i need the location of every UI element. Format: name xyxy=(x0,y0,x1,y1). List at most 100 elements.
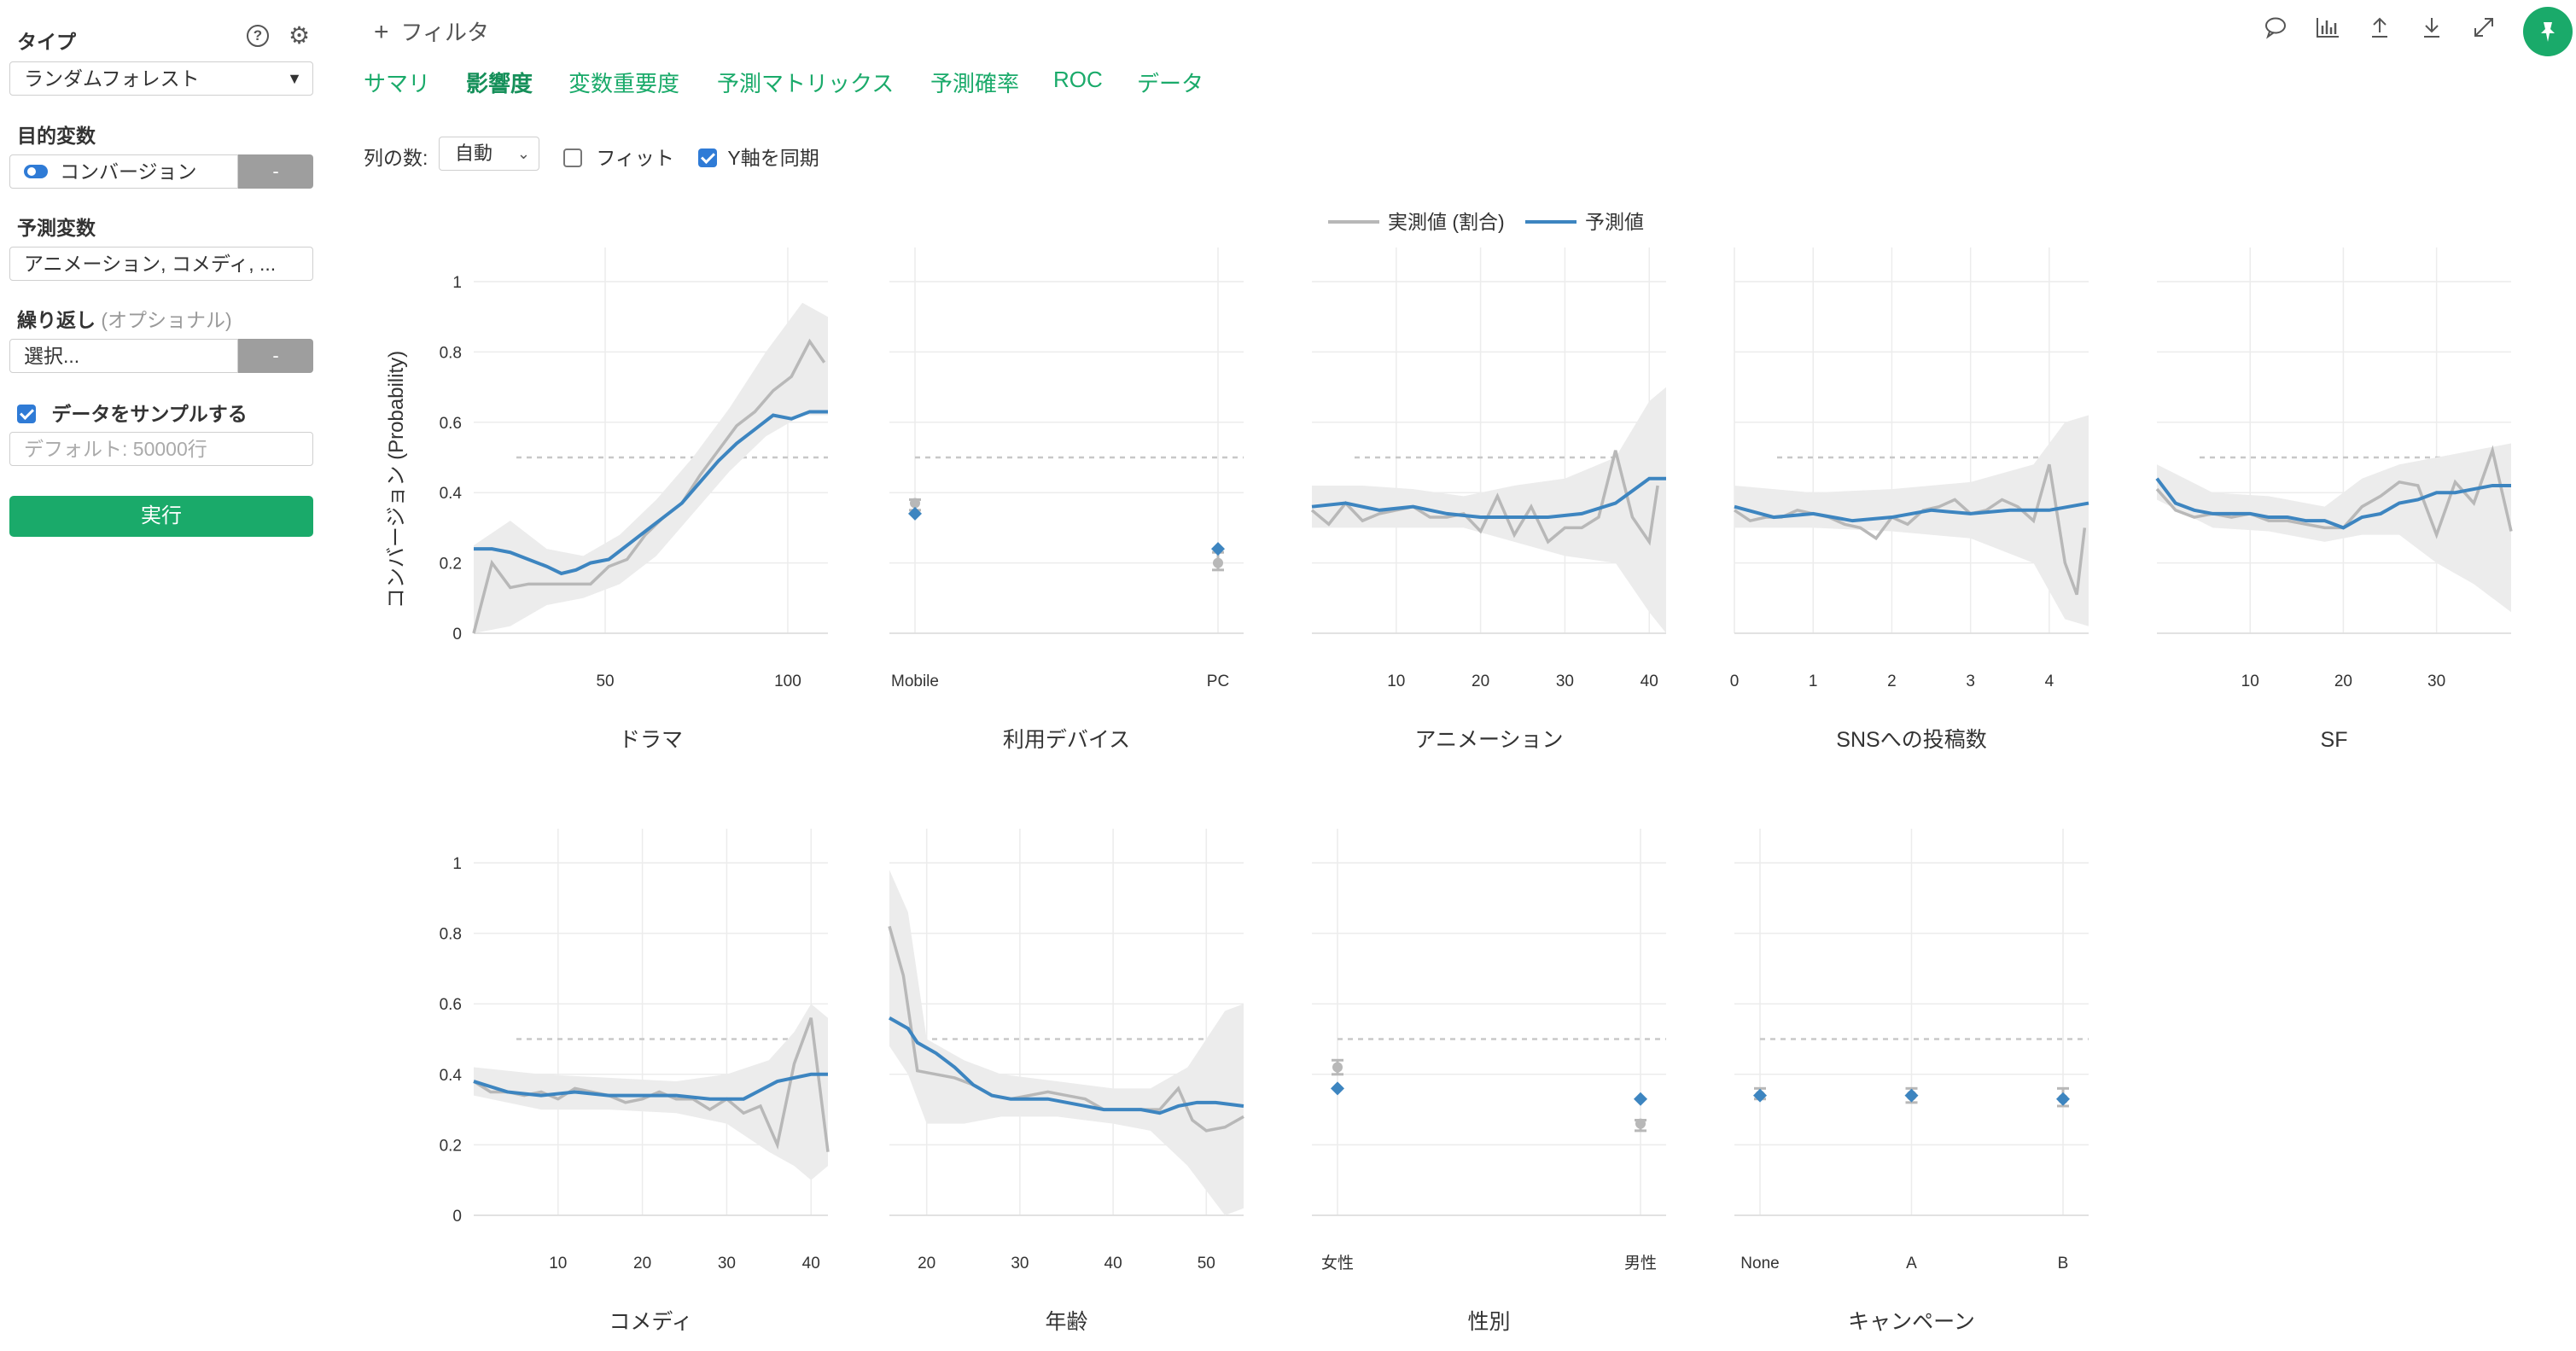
y-tick-label: 1 xyxy=(452,855,462,873)
x-tick-label: 2 xyxy=(1887,673,1897,690)
x-tick-label: 20 xyxy=(1472,673,1489,690)
facet-panel: 20 30 40 50 年齢 xyxy=(888,829,1244,1334)
x-tick-label: PC xyxy=(1207,673,1229,690)
gear-icon[interactable]: ⚙ xyxy=(288,22,311,49)
y-tick-label: 0 xyxy=(452,626,462,643)
x-tick-label: 50 xyxy=(596,673,614,690)
sync-y-checkbox[interactable] xyxy=(698,148,717,167)
x-tick-label: 4 xyxy=(2045,673,2054,690)
plus-icon: + xyxy=(374,18,389,46)
help-icon[interactable]: ? xyxy=(247,25,269,47)
facet-title: キャンペーン xyxy=(1848,1310,1975,1334)
x-tick-label: 0 xyxy=(1730,673,1740,690)
facet-panel: 0 1 2 3 4 SNSへの投稿数 xyxy=(1730,247,2089,752)
facet-panel: None A B キャンペーン xyxy=(1734,829,2089,1334)
y-tick-label: 1 xyxy=(452,274,462,292)
toggle-icon[interactable] xyxy=(24,164,48,178)
x-tick-label: 20 xyxy=(633,1255,651,1272)
x-tick-label: 30 xyxy=(718,1255,736,1272)
repeat-label: 繰り返し (オプショナル) xyxy=(17,304,232,333)
target-value-box[interactable]: コンバージョン xyxy=(9,154,238,189)
target-label: 目的変数 xyxy=(17,125,96,147)
fit-option[interactable]: フィット xyxy=(563,142,674,171)
x-tick-label: 30 xyxy=(1011,1255,1029,1272)
x-tick-label: Mobile xyxy=(891,673,939,690)
facet-title: コメディ xyxy=(609,1310,692,1334)
sample-row[interactable]: データをサンプルする xyxy=(17,398,248,427)
actual-line xyxy=(888,925,1244,1133)
chevron-down-icon: ⌄ xyxy=(516,145,530,162)
tab-prediction-matrix[interactable]: 予測マトリックス xyxy=(717,71,895,96)
tab-data[interactable]: データ xyxy=(1137,71,1204,96)
predicted-line xyxy=(2155,477,2511,530)
download-icon[interactable] xyxy=(2421,15,2443,45)
y-tick-label: 0 xyxy=(452,1208,462,1226)
facet-title: SF xyxy=(2321,728,2348,752)
columns-select[interactable]: 自動 ⌄ xyxy=(439,137,539,171)
x-tick-label: 20 xyxy=(2334,673,2352,690)
filter-label: フィルタ xyxy=(400,20,490,45)
repeat-optional-text: (オプショナル) xyxy=(101,309,232,331)
predicted-point xyxy=(1904,1088,1919,1103)
tab-variable-importance[interactable]: 変数重要度 xyxy=(568,71,680,96)
repeat-label-text: 繰り返し xyxy=(17,309,96,331)
facet-title: 利用デバイス xyxy=(1003,728,1130,752)
x-tick-label: 3 xyxy=(1966,673,1975,690)
predictors-label: 予測変数 xyxy=(17,217,96,239)
predicted-line xyxy=(474,410,828,576)
x-tick-label: 10 xyxy=(2241,673,2259,690)
confidence-band xyxy=(474,1004,828,1180)
pin-icon[interactable] xyxy=(2523,7,2573,56)
add-filter-button[interactable]: + フィルタ xyxy=(374,15,489,47)
fit-checkbox[interactable] xyxy=(563,148,582,167)
x-tick-label: 50 xyxy=(1198,1255,1215,1272)
sidebar: タイプ ? ⚙ ランダムフォレスト ▼ 目的変数 コンバージョン - 予測変数 … xyxy=(0,0,331,1351)
comment-icon[interactable] xyxy=(2264,15,2288,45)
y-tick-label: 0.4 xyxy=(440,1067,463,1085)
fit-label: フィット xyxy=(596,147,674,169)
columns-label: 列の数: xyxy=(364,147,428,169)
tab-prediction-probability[interactable]: 予測確率 xyxy=(930,71,1020,96)
y-tick-label: 0.6 xyxy=(440,996,462,1014)
facet-panel: 0 0.2 0.4 0.6 0.8 1 50 100 ドラマ xyxy=(440,247,828,752)
type-label: タイプ xyxy=(17,31,76,53)
target-field[interactable]: コンバージョン - xyxy=(9,154,313,189)
sample-size-input[interactable]: デフォルト: 50000行 xyxy=(9,432,313,466)
chart-icon[interactable] xyxy=(2315,15,2340,45)
predicted-point xyxy=(1211,542,1225,556)
columns-value: 自動 xyxy=(455,143,493,164)
upload-icon[interactable] xyxy=(2369,15,2391,45)
confidence-band xyxy=(1312,387,1666,633)
x-tick-label: 10 xyxy=(1387,673,1405,690)
facet-title: SNSへの投稿数 xyxy=(1836,728,1986,752)
tab-influence[interactable]: 影響度 xyxy=(466,71,533,96)
predictors-field[interactable]: アニメーション, コメディ, ... xyxy=(9,247,313,281)
x-tick-label: 100 xyxy=(774,673,801,690)
run-button[interactable]: 実行 xyxy=(9,496,313,537)
repeat-field[interactable]: 選択... - xyxy=(9,339,313,373)
target-remove-button[interactable]: - xyxy=(238,154,313,189)
expand-icon[interactable] xyxy=(2472,15,2496,45)
facet-title: 性別 xyxy=(1467,1310,1510,1334)
repeat-remove-button[interactable]: - xyxy=(238,339,313,373)
repeat-select[interactable]: 選択... xyxy=(9,339,238,373)
x-tick-label: 20 xyxy=(918,1255,935,1272)
confidence-band xyxy=(889,870,1244,1215)
predicted-line xyxy=(1734,501,2089,523)
model-type-select[interactable]: ランダムフォレスト ▼ xyxy=(9,61,313,96)
x-tick-label: 40 xyxy=(1641,673,1658,690)
sample-checkbox[interactable] xyxy=(17,404,36,423)
sample-label: データをサンプルする xyxy=(51,403,248,425)
x-tick-label: A xyxy=(1906,1255,1917,1272)
predicted-line xyxy=(473,1072,828,1101)
x-tick-label: 30 xyxy=(2427,673,2445,690)
chart-legend: 実測値 (割合) 予測値 xyxy=(1328,211,1644,233)
facet-panel: 0 0.2 0.4 0.6 0.8 1 10 20 30 40 コメディ xyxy=(440,829,830,1334)
y-tick-label: 0.8 xyxy=(440,344,462,362)
sync-y-option[interactable]: Y軸を同期 xyxy=(698,142,819,171)
tab-summary[interactable]: サマリ xyxy=(364,71,431,96)
confidence-band xyxy=(474,302,828,633)
tab-roc[interactable]: ROC xyxy=(1053,67,1103,92)
